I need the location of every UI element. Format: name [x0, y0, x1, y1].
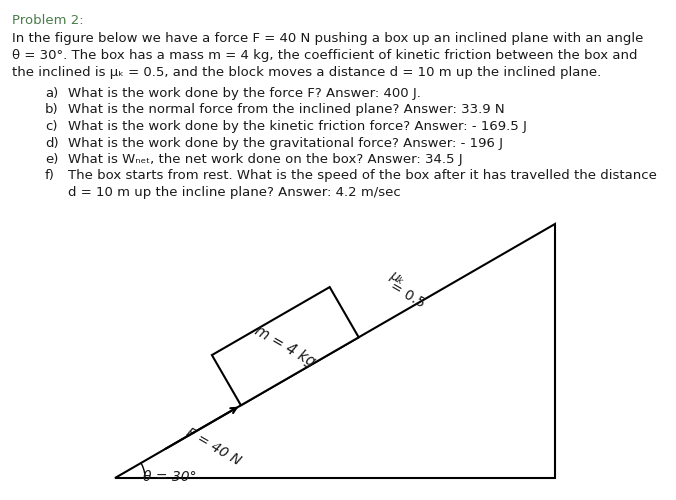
Text: d): d): [45, 136, 59, 149]
Text: In the figure below we have a force F = 40 N pushing a box up an inclined plane : In the figure below we have a force F = …: [12, 32, 644, 45]
Polygon shape: [212, 287, 359, 406]
Text: e): e): [45, 153, 58, 166]
Text: What is the work done by the force F? Answer: 400 J.: What is the work done by the force F? An…: [68, 87, 421, 100]
Text: Problem 2:: Problem 2:: [12, 14, 84, 27]
Text: μₖ: μₖ: [387, 268, 407, 287]
Text: What is the work done by the kinetic friction force? Answer: - 169.5 J: What is the work done by the kinetic fri…: [68, 120, 527, 133]
Text: a): a): [45, 87, 58, 100]
Text: d = 10 m up the incline plane? Answer: 4.2 m/sec: d = 10 m up the incline plane? Answer: 4…: [68, 186, 401, 199]
Text: What is Wₙₑₜ, the net work done on the box? Answer: 34.5 J: What is Wₙₑₜ, the net work done on the b…: [68, 153, 462, 166]
Text: θ = 30°: θ = 30°: [143, 470, 197, 484]
Text: b): b): [45, 104, 59, 117]
Text: The box starts from rest. What is the speed of the box after it has travelled th: The box starts from rest. What is the sp…: [68, 170, 657, 182]
Text: c): c): [45, 120, 57, 133]
Text: the inclined is μₖ = 0.5, and the block moves a distance d = 10 m up the incline: the inclined is μₖ = 0.5, and the block …: [12, 66, 601, 79]
Text: What is the normal force from the inclined plane? Answer: 33.9 N: What is the normal force from the inclin…: [68, 104, 504, 117]
Text: What is the work done by the gravitational force? Answer: - 196 J: What is the work done by the gravitation…: [68, 136, 503, 149]
Text: θ = 30°. The box has a mass m = 4 kg, the coefficient of kinetic friction betwee: θ = 30°. The box has a mass m = 4 kg, th…: [12, 49, 637, 62]
Text: F = 40 N: F = 40 N: [183, 426, 243, 468]
Text: = 0.5: = 0.5: [387, 280, 427, 310]
Text: f): f): [45, 170, 55, 182]
Text: m = 4 kg: m = 4 kg: [252, 323, 318, 370]
